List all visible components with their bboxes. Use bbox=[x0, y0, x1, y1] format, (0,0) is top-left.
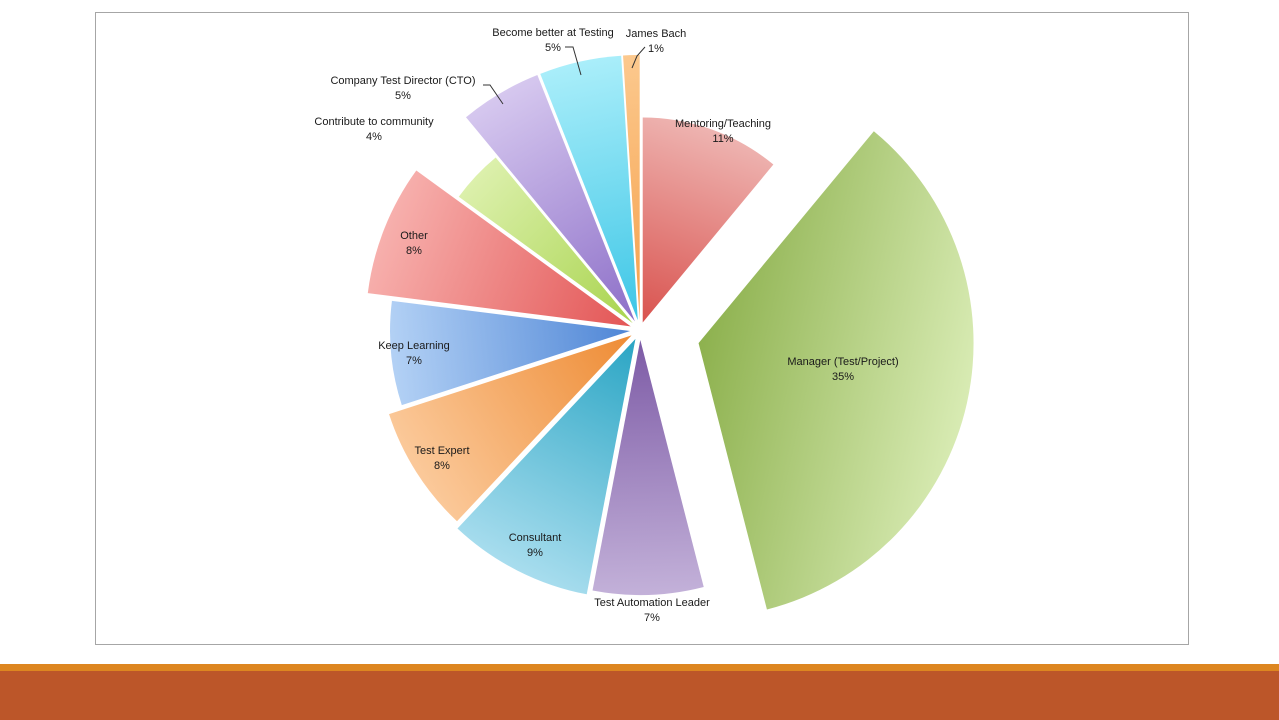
slice-label-become-better-at-testing: Become better at Testing 5% bbox=[492, 27, 613, 54]
pie-slice-keep-learning bbox=[390, 300, 631, 406]
slice-category-label: Become better at Testing bbox=[492, 27, 613, 39]
leader-line-company-test-director-cto bbox=[483, 84, 504, 105]
slice-percent-label: 5% bbox=[395, 90, 411, 102]
pie-slice-manager-test-project bbox=[698, 131, 974, 610]
pie-slice-test-expert bbox=[389, 335, 632, 522]
slice-category-label: James Bach bbox=[626, 28, 687, 40]
slice-label-mentoring-teaching: Mentoring/Teaching 11% bbox=[675, 118, 771, 145]
slice-percent-label: 4% bbox=[366, 131, 382, 143]
pie-slice-consultant bbox=[457, 338, 636, 595]
slice-percent-label: 8% bbox=[434, 460, 450, 472]
slice-percent-label: 1% bbox=[648, 43, 664, 55]
slice-label-company-test-director-cto: Company Test Director (CTO) 5% bbox=[330, 75, 475, 102]
slice-percent-label: 35% bbox=[832, 371, 854, 383]
pie-slice-james-bach bbox=[623, 55, 640, 321]
pie-slice-company-test-director-cto bbox=[465, 75, 635, 322]
slice-category-label: Test Expert bbox=[414, 445, 469, 457]
slice-percent-label: 7% bbox=[406, 355, 422, 367]
slice-label-other: Other 8% bbox=[400, 230, 428, 257]
slice-percent-label: 5% bbox=[545, 42, 561, 54]
footer-band bbox=[0, 664, 1279, 720]
slice-label-james-bach: James Bach 1% bbox=[626, 28, 687, 55]
pie-slice-test-automation-leader bbox=[592, 339, 704, 595]
slice-label-manager-test-project: Manager (Test/Project) 35% bbox=[787, 356, 898, 383]
slice-category-label: Other bbox=[400, 230, 428, 242]
slice-category-label: Mentoring/Teaching bbox=[675, 118, 771, 130]
pie-slice-other bbox=[367, 170, 631, 327]
slice-label-test-expert: Test Expert 8% bbox=[414, 445, 469, 472]
slice-category-label: Company Test Director (CTO) bbox=[330, 75, 475, 87]
slice-label-consultant: Consultant 9% bbox=[509, 532, 562, 559]
pie-slice-mentoring-teaching bbox=[642, 117, 774, 323]
slice-percent-label: 8% bbox=[406, 245, 422, 257]
leader-lines bbox=[483, 46, 646, 105]
slice-category-label: Manager (Test/Project) bbox=[787, 356, 898, 368]
slice-percent-label: 9% bbox=[527, 547, 543, 559]
pie-slice-become-better-at-testing bbox=[540, 55, 638, 321]
slice-category-label: Test Automation Leader bbox=[594, 597, 710, 609]
pie-slice-contribute-to-community bbox=[458, 157, 633, 324]
leader-line-become-better-at-testing bbox=[565, 46, 582, 76]
slice-percent-label: 7% bbox=[644, 612, 660, 624]
slice-label-contribute-to-community: Contribute to community 4% bbox=[314, 116, 434, 143]
leader-line-james-bach bbox=[631, 46, 646, 69]
slice-percent-label: 11% bbox=[712, 133, 733, 145]
slice-label-test-automation-leader: Test Automation Leader 7% bbox=[594, 597, 710, 624]
slice-label-keep-learning: Keep Learning 7% bbox=[378, 340, 450, 367]
slice-labels: Mentoring/Teaching 11% Manager (Test/Proje… bbox=[314, 27, 898, 624]
slice-category-label: Contribute to community bbox=[314, 116, 434, 128]
slice-category-label: Consultant bbox=[509, 532, 562, 544]
pie-slices bbox=[367, 55, 974, 610]
slice-category-label: Keep Learning bbox=[378, 340, 450, 352]
